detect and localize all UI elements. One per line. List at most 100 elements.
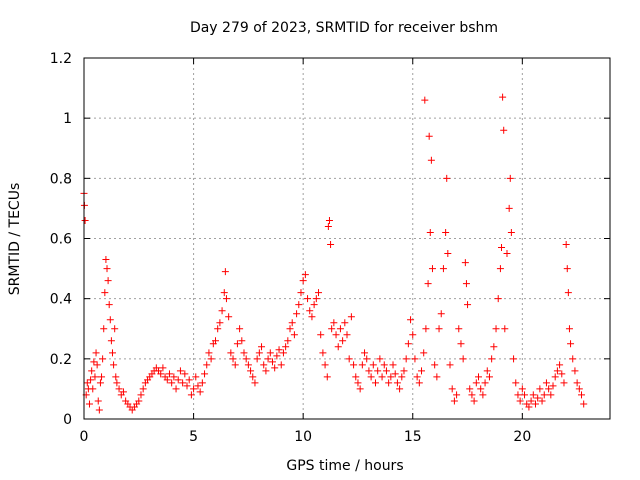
- data-point: [443, 174, 451, 182]
- data-point: [387, 373, 395, 381]
- data-point: [400, 367, 408, 375]
- grid: [84, 58, 610, 419]
- data-point: [560, 379, 568, 387]
- data-point: [88, 367, 96, 375]
- data-point: [562, 241, 570, 249]
- data-point: [207, 355, 215, 363]
- data-point: [361, 349, 369, 357]
- data-point: [426, 228, 434, 236]
- plot-frame: [83, 57, 611, 420]
- data-point: [354, 379, 362, 387]
- data-point: [536, 385, 544, 393]
- data-point: [216, 319, 224, 327]
- data-point: [214, 325, 222, 333]
- data-point: [378, 373, 386, 381]
- data-point: [363, 355, 371, 363]
- data-point: [556, 361, 564, 369]
- x-tick-label: 20: [513, 429, 531, 445]
- data-point: [319, 349, 327, 357]
- data-point: [181, 370, 189, 378]
- data-point: [247, 367, 255, 375]
- data-point: [205, 349, 213, 357]
- data-point: [433, 373, 441, 381]
- data-point: [444, 250, 452, 258]
- data-point: [312, 295, 320, 303]
- data-point: [222, 295, 230, 303]
- data-point: [428, 265, 436, 273]
- data-point: [104, 277, 112, 285]
- data-point: [194, 382, 202, 390]
- data-point: [573, 379, 581, 387]
- data-point: [101, 289, 109, 297]
- data-point: [347, 313, 355, 321]
- data-point: [87, 376, 95, 384]
- data-point: [288, 319, 296, 327]
- data-point: [212, 337, 219, 345]
- data-point: [203, 361, 211, 369]
- data-point: [418, 367, 426, 375]
- data-point: [358, 361, 366, 369]
- data-point: [334, 343, 342, 351]
- data-point: [183, 382, 191, 390]
- data-point: [565, 325, 573, 333]
- data-point: [264, 355, 272, 363]
- data-point: [176, 367, 184, 375]
- data-point: [81, 216, 89, 224]
- x-tick-label: 15: [404, 429, 422, 445]
- data-point: [295, 301, 303, 309]
- data-point: [185, 376, 193, 384]
- data-point: [110, 361, 118, 369]
- data-point: [304, 295, 312, 303]
- data-point: [569, 355, 577, 363]
- data-point: [284, 337, 292, 345]
- data-point: [332, 331, 340, 339]
- data-point: [521, 391, 529, 399]
- data-point: [244, 361, 252, 369]
- data-point: [422, 325, 430, 333]
- data-point: [350, 361, 358, 369]
- data-point: [507, 228, 515, 236]
- data-point: [96, 379, 104, 387]
- data-point: [91, 373, 99, 381]
- data-point: [385, 379, 393, 387]
- data-point: [516, 397, 524, 405]
- data-point: [187, 391, 195, 399]
- data-point: [251, 379, 259, 387]
- data-point: [455, 325, 463, 333]
- data-point: [514, 391, 522, 399]
- data-point: [396, 385, 404, 393]
- data-point: [462, 280, 470, 288]
- data-point: [413, 373, 421, 381]
- data-point: [421, 96, 429, 104]
- data-point: [439, 265, 447, 273]
- data-point: [529, 391, 537, 399]
- data-point: [218, 307, 226, 315]
- data-point: [527, 397, 535, 405]
- y-tick-label: 1: [63, 111, 72, 127]
- data-point: [459, 355, 467, 363]
- data-point: [201, 370, 209, 378]
- data-point: [420, 349, 428, 357]
- data-point: [236, 325, 244, 333]
- data-point: [431, 361, 439, 369]
- data-point: [139, 385, 147, 393]
- data-point: [328, 325, 336, 333]
- data-point: [275, 346, 283, 354]
- data-point: [450, 397, 458, 405]
- data-point: [468, 391, 476, 399]
- data-point: [374, 367, 382, 375]
- data-point: [498, 244, 506, 252]
- data-point: [266, 349, 274, 357]
- data-point: [306, 307, 314, 315]
- data-point: [163, 376, 171, 384]
- data-point: [448, 385, 456, 393]
- data-point: [475, 373, 482, 381]
- data-point: [404, 340, 412, 348]
- data-point: [382, 367, 390, 375]
- data-point: [503, 250, 511, 258]
- data-point: [330, 319, 338, 327]
- data-point: [424, 280, 432, 288]
- data-point: [271, 364, 279, 372]
- data-point: [238, 337, 246, 345]
- data-point: [391, 370, 399, 378]
